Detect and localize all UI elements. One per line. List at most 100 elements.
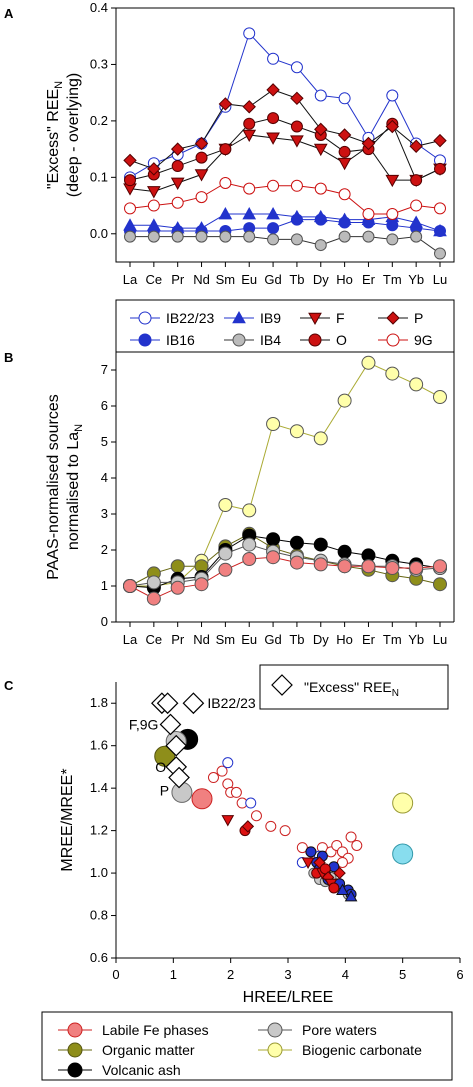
series-point-F bbox=[194, 169, 209, 182]
series-point bbox=[385, 366, 400, 381]
series-point-IB22/23 bbox=[386, 89, 399, 102]
series-point-P bbox=[123, 153, 137, 168]
series-point-IB4 bbox=[362, 230, 375, 243]
red-triangle-point bbox=[301, 857, 315, 869]
legend-label-9G: 9G bbox=[414, 332, 433, 348]
series-point bbox=[242, 503, 257, 518]
red-diamond-point bbox=[241, 820, 255, 833]
sources-legend-marker bbox=[67, 1062, 83, 1078]
red-triangle-point bbox=[221, 815, 235, 827]
x-tick-label: Dy bbox=[313, 632, 329, 647]
x-tick-label: 0 bbox=[112, 967, 119, 982]
source-point bbox=[191, 788, 213, 810]
series-point-P bbox=[194, 136, 209, 151]
panel-letter-c: C bbox=[4, 678, 14, 693]
excess-legend-diamond bbox=[271, 674, 293, 696]
y-tick-label: 3 bbox=[101, 506, 108, 521]
series-point-P bbox=[409, 139, 423, 153]
series-point-9G bbox=[219, 176, 232, 189]
series-point-IB4 bbox=[171, 230, 184, 243]
series-point-9G bbox=[124, 202, 136, 215]
series-point-O bbox=[124, 174, 136, 187]
series-point bbox=[194, 577, 209, 592]
x-tick-label: Ho bbox=[336, 632, 353, 647]
x-tick-label: 3 bbox=[284, 967, 291, 982]
labile-fe-open-point bbox=[207, 772, 219, 784]
blue-open-point bbox=[245, 797, 257, 809]
y-tick-label: 7 bbox=[101, 362, 108, 377]
series-point-IB9 bbox=[433, 223, 447, 237]
blue-filled-point bbox=[305, 846, 317, 858]
series-point-O bbox=[267, 112, 280, 125]
excess-diamond-point bbox=[165, 734, 188, 757]
series-point-IB9 bbox=[146, 218, 161, 231]
series-point bbox=[218, 562, 233, 577]
legend-label-F: F bbox=[336, 310, 345, 326]
sources-legend-marker bbox=[67, 1022, 83, 1038]
y-tick-label: 0.2 bbox=[90, 113, 108, 128]
y-tick-label: 0.3 bbox=[90, 56, 108, 71]
x-tick-label: Eu bbox=[241, 272, 257, 287]
series-point bbox=[361, 355, 376, 370]
y-axis-title-subscript: N bbox=[73, 424, 85, 432]
x-tick-label: Dy bbox=[313, 272, 329, 287]
series-point bbox=[433, 559, 447, 574]
blue-triangle-point bbox=[336, 883, 349, 895]
series-point-IB9 bbox=[266, 206, 280, 220]
legend-marker-IB4 bbox=[232, 333, 246, 347]
y-axis-title-subscript: N bbox=[53, 81, 65, 89]
labile-fe-open-point bbox=[230, 786, 242, 798]
series-point-O bbox=[219, 143, 232, 156]
sources-legend-label: Volcanic ash bbox=[102, 1062, 181, 1078]
x-tick-label: Ce bbox=[146, 632, 163, 647]
series-point-IB4 bbox=[267, 233, 280, 246]
y-tick-label: 0.6 bbox=[90, 950, 108, 965]
y-axis-title: "Excess" REEN bbox=[45, 81, 65, 189]
series-point bbox=[289, 535, 304, 550]
y-tick-label: 1.8 bbox=[90, 695, 108, 710]
x-tick-label: Ho bbox=[336, 272, 353, 287]
series-point-IB9 bbox=[290, 209, 304, 223]
series-point-9G bbox=[314, 182, 327, 195]
excess-diamond-point bbox=[182, 692, 205, 715]
legend-marker-IB16 bbox=[138, 333, 152, 347]
series-point-F bbox=[385, 174, 400, 188]
series-point bbox=[218, 498, 233, 512]
series-point-P bbox=[433, 133, 447, 148]
series-point-O bbox=[434, 162, 446, 175]
sources-legend-label: Organic matter bbox=[102, 1042, 195, 1058]
y-axis-title: PAAS-normalised sources bbox=[45, 394, 62, 580]
y-tick-label: 0 bbox=[101, 614, 108, 629]
y-tick-label: 0.1 bbox=[90, 169, 108, 184]
series-point-IB4 bbox=[195, 230, 208, 243]
x-tick-label: Tm bbox=[383, 272, 402, 287]
series-line bbox=[130, 362, 441, 587]
y-tick-label: 0.8 bbox=[90, 908, 108, 923]
excess-diamond-point bbox=[168, 766, 190, 789]
excess-diamond-point bbox=[156, 692, 179, 715]
legend-marker-9G bbox=[386, 333, 400, 347]
excess-point-label: IB22/23 bbox=[207, 695, 255, 711]
legend-marker-IB9 bbox=[232, 310, 246, 324]
series-point-IB9 bbox=[409, 215, 424, 228]
x-tick-label: 5 bbox=[399, 967, 406, 982]
labile-fe-open-point bbox=[345, 831, 357, 843]
x-tick-label: La bbox=[123, 272, 138, 287]
x-tick-label: Sm bbox=[216, 272, 236, 287]
y-axis-title: MREE/MREE* bbox=[59, 768, 76, 871]
sources-legend: Labile Fe phases Pore waters Organic matte… bbox=[41, 1011, 453, 1081]
sources-legend-marker bbox=[267, 1022, 283, 1038]
series-point-O bbox=[410, 174, 423, 187]
sources-legend-label: Labile Fe phases bbox=[102, 1022, 209, 1038]
sources-legend-marker bbox=[267, 1042, 283, 1058]
series-point bbox=[146, 591, 161, 606]
series-point bbox=[337, 559, 352, 574]
series-point-IB4 bbox=[338, 230, 351, 243]
sources-legend-frame bbox=[41, 1011, 453, 1081]
blue-triangle-point bbox=[344, 889, 358, 902]
panel-b-chart: 0 1 2 3 4 5 6 7 La Ce Pr Nd Sm Eu Gd Tb Dy Ho Er Tm Yb Lu PAAS… bbox=[45, 351, 455, 647]
series-point-IB4 bbox=[243, 230, 256, 243]
series-point bbox=[337, 393, 352, 408]
labile-fe-open-point bbox=[265, 820, 277, 832]
